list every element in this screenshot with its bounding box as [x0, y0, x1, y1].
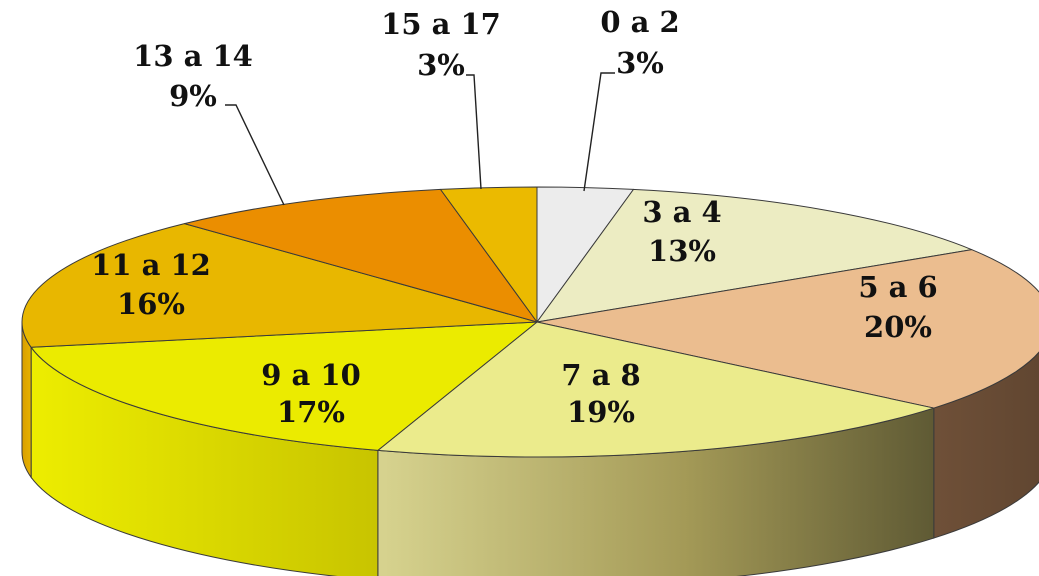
pie-slice-11-a-12: [21, 223, 538, 348]
pie-slice-7-a-8: [377, 321, 935, 458]
pie-side-walls: [21, 321, 1039, 576]
pie-slice-15-a-17: [439, 186, 538, 323]
pie-slice-13-a-14: [183, 188, 538, 323]
slice-percent-label: 3%: [417, 48, 465, 82]
leader-line-0-a-2: [583, 72, 615, 192]
slice-percent-label: 20%: [864, 310, 932, 344]
leader-line-15-a-17: [466, 74, 482, 190]
slice-category-label: 11 a 12: [91, 248, 211, 282]
slice-labels: 0 a 2 3% 3 a 4 13% 5 a 6 20% 7 a 819% 9 a 1017%…: [91, 5, 938, 429]
leader-line-13-a-14: [225, 104, 285, 206]
slice-percent-label: 19%: [567, 395, 635, 429]
leader-lines: [225, 72, 615, 206]
pie-slice-5-a-6: [536, 249, 1039, 409]
slice-category-label: 9 a 10: [261, 358, 361, 392]
pie-slice-3-a-4: [536, 188, 973, 323]
slice-category-label: 7 a 8: [561, 358, 640, 392]
slice-percent-label: 16%: [117, 287, 185, 321]
slice-category-label: 5 a 6: [858, 270, 937, 304]
slice-category-label: 3 a 4: [642, 195, 721, 229]
slice-category-label: 13 a 14: [133, 39, 253, 73]
slice-percent-label: 9%: [169, 79, 217, 113]
slice-category-label: 15 a 17: [381, 7, 501, 41]
slice-percent-label: 3%: [616, 46, 664, 80]
pie-slice-9-a-10: [30, 321, 538, 451]
slice-percent-label: 17%: [277, 395, 345, 429]
pie-slices: [21, 186, 1039, 458]
slice-percent-label: 13%: [648, 234, 716, 268]
slice-category-label: 0 a 2: [600, 5, 679, 39]
